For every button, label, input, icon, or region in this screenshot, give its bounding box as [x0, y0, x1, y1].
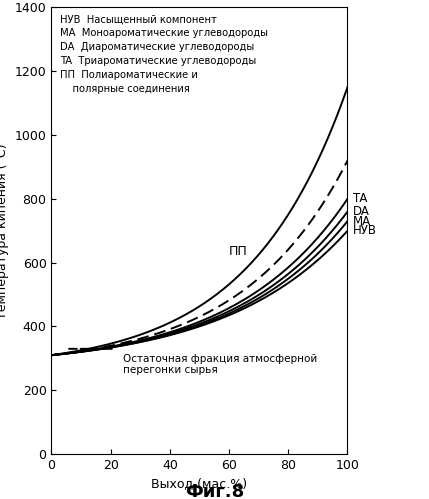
Text: НУВ  Насыщенный компонент
MA  Моноароматические углеводороды
DA  Диароматические: НУВ Насыщенный компонент MA Моноароматич…: [60, 14, 269, 94]
Text: MA: MA: [353, 215, 371, 228]
Text: TA: TA: [353, 193, 367, 206]
X-axis label: Выход (мас.%): Выход (мас.%): [151, 478, 248, 491]
Text: ПП: ПП: [229, 245, 248, 258]
Text: НУВ: НУВ: [353, 224, 377, 238]
Y-axis label: Температура кипения (°C): Температура кипения (°C): [0, 143, 9, 318]
Text: Фиг.8: Фиг.8: [185, 483, 244, 499]
Text: Остаточная фракция атмосферной
перегонки сырья: Остаточная фракция атмосферной перегонки…: [123, 354, 317, 375]
Text: DA: DA: [353, 205, 370, 218]
